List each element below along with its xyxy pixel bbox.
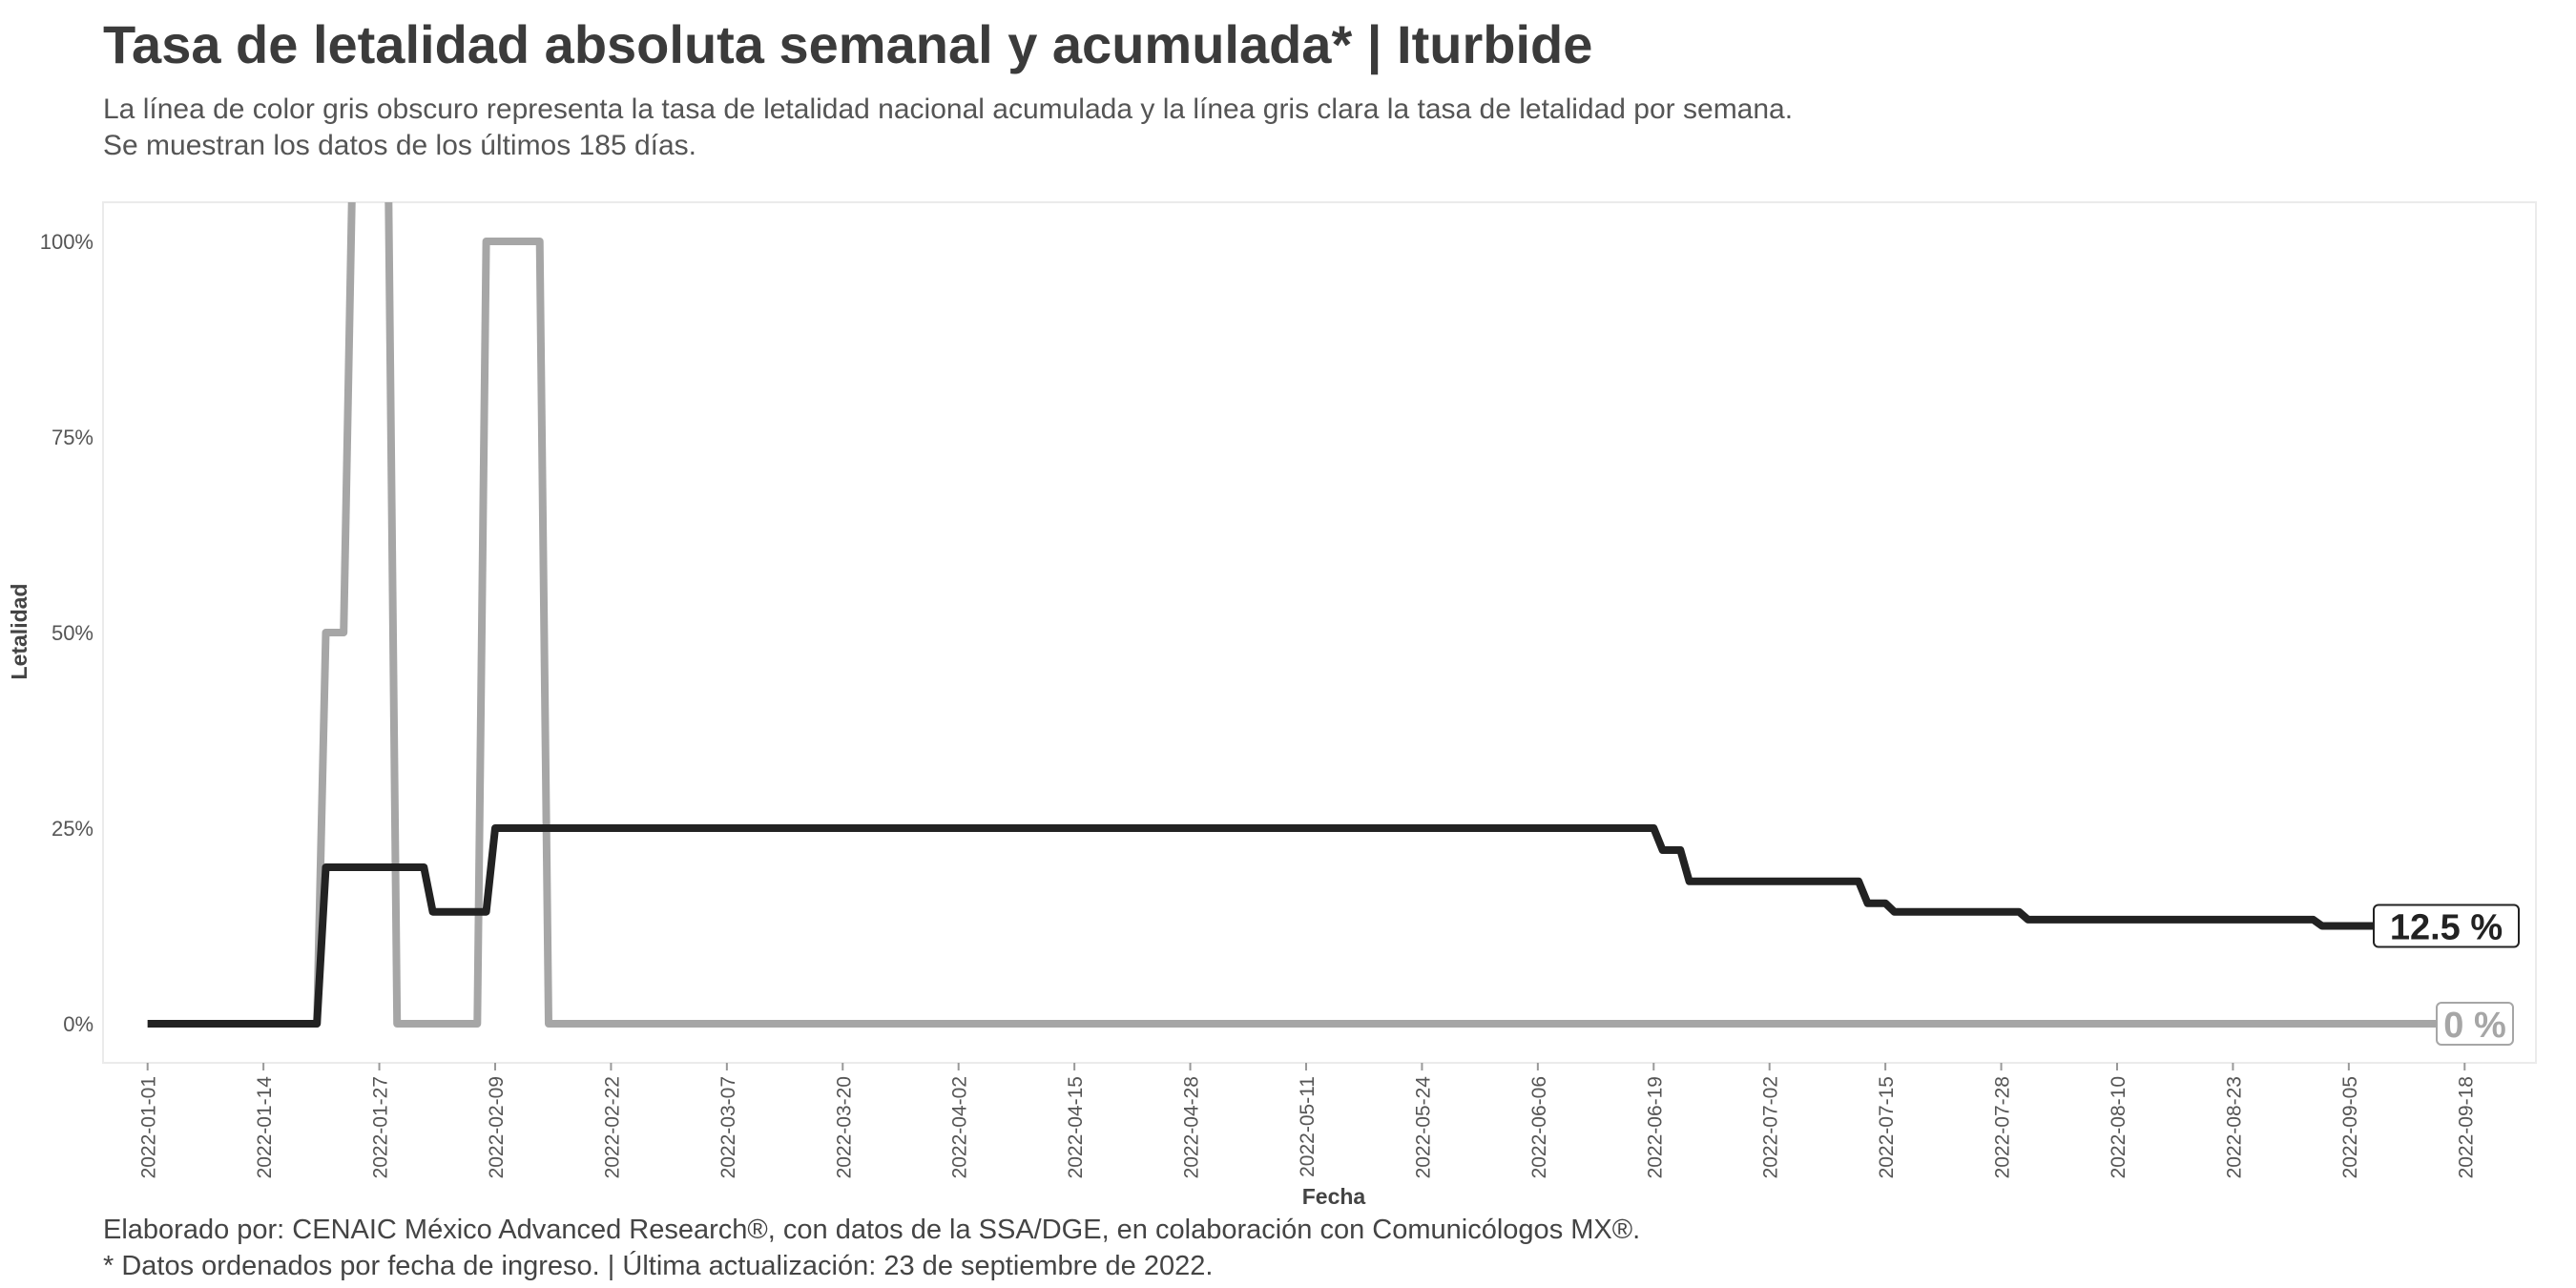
caption-line-1: Elaborado por: CENAIC México Advanced Re… — [103, 1215, 1641, 1245]
chart-title: Tasa de letalidad absoluta semanal y acu… — [103, 14, 1593, 74]
x-axis-title: Fecha — [1302, 1184, 1366, 1209]
end-label-box-semanal — [2436, 1002, 2514, 1046]
x-tick-label: 2022-08-23 — [2223, 1076, 2245, 1178]
end-label-acumulada: 12.5 % — [2390, 908, 2503, 948]
end-label-semanal: 0 % — [2443, 1006, 2505, 1046]
x-tick-label: 2022-04-15 — [1065, 1076, 1087, 1178]
x-tick-label: 2022-07-28 — [1992, 1076, 2014, 1178]
x-tick-label: 2022-08-10 — [2108, 1076, 2129, 1178]
plot-panel — [102, 201, 2537, 1064]
x-tick-label: 2022-02-22 — [601, 1076, 623, 1178]
x-tick-label: 2022-05-24 — [1412, 1076, 1434, 1179]
subtitle-line-1: La línea de color gris obscuro represent… — [103, 93, 1794, 125]
end-label-box-acumulada — [2373, 904, 2520, 948]
x-tick-label: 2022-03-20 — [833, 1076, 855, 1178]
series-line-acumulada — [147, 824, 2501, 1028]
chart-caption: Elaborado por: CENAIC México Advanced Re… — [103, 1212, 1640, 1284]
y-tick-label: 75% — [52, 426, 93, 449]
series-line-semanal — [147, 202, 2501, 1028]
x-tick-label: 2022-05-11 — [1297, 1076, 1319, 1177]
x-tick-label: 2022-07-15 — [1876, 1076, 1898, 1178]
y-tick-label: 25% — [52, 817, 93, 841]
x-tick-label: 2022-02-09 — [486, 1076, 508, 1178]
x-tick-label: 2022-01-01 — [138, 1076, 160, 1178]
x-tick-label: 2022-07-02 — [1760, 1076, 1782, 1178]
x-tick-label: 2022-03-07 — [717, 1076, 739, 1178]
y-tick-label: 100% — [40, 230, 93, 254]
x-tick-label: 2022-01-14 — [254, 1076, 276, 1179]
y-axis-title: Letalidad — [7, 584, 31, 680]
x-tick-label: 2022-01-27 — [370, 1076, 392, 1178]
x-tick-label: 2022-06-06 — [1528, 1076, 1550, 1178]
x-tick-label: 2022-04-28 — [1181, 1076, 1203, 1178]
chart-subtitle: La línea de color gris obscuro represent… — [103, 92, 1793, 164]
y-tick-label: 0% — [63, 1012, 93, 1036]
x-tick-label: 2022-06-19 — [1644, 1076, 1666, 1178]
x-tick-label: 2022-09-05 — [2339, 1076, 2361, 1178]
subtitle-line-2: Se muestran los datos de los últimos 185… — [103, 130, 697, 161]
x-tick-label: 2022-09-18 — [2455, 1076, 2477, 1178]
x-tick-label: 2022-04-02 — [949, 1076, 971, 1178]
caption-line-2: * Datos ordenados por fecha de ingreso. … — [103, 1251, 1214, 1281]
y-tick-label: 50% — [52, 621, 93, 645]
